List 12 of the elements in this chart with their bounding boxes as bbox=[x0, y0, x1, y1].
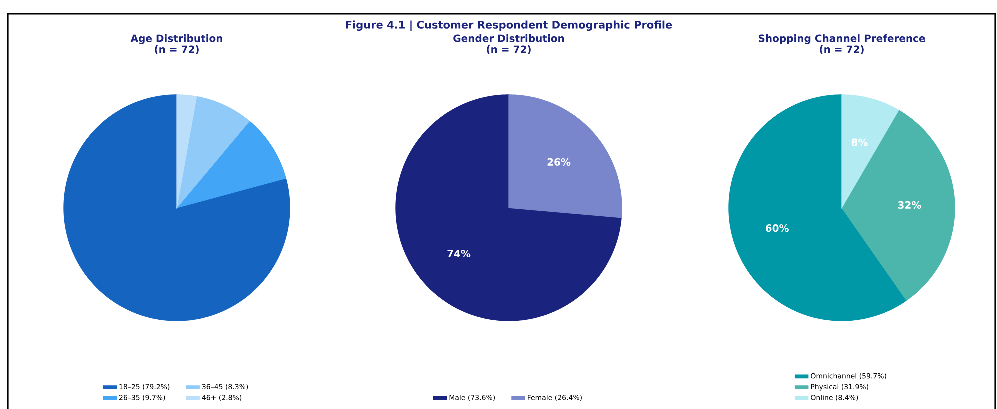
chart-title: Gender Distribution bbox=[454, 34, 564, 42]
chart-title: Age Distribution bbox=[130, 34, 222, 44]
data-label: 26% bbox=[548, 158, 571, 166]
data-label: 32% bbox=[898, 201, 922, 210]
chart-title: Shopping Channel Preference bbox=[758, 34, 926, 44]
chart-subtitle: (n = 72) bbox=[487, 46, 531, 54]
data-label: 8% bbox=[852, 138, 868, 146]
caption: Figure 4.1 | Customer Respondent Demographic Profile bbox=[346, 20, 672, 32]
chart-subtitle: (n = 72) bbox=[820, 46, 864, 54]
data-label: 60% bbox=[766, 224, 789, 232]
chart-subtitle: (n = 72) bbox=[155, 46, 199, 54]
data-label: 74% bbox=[448, 250, 471, 258]
